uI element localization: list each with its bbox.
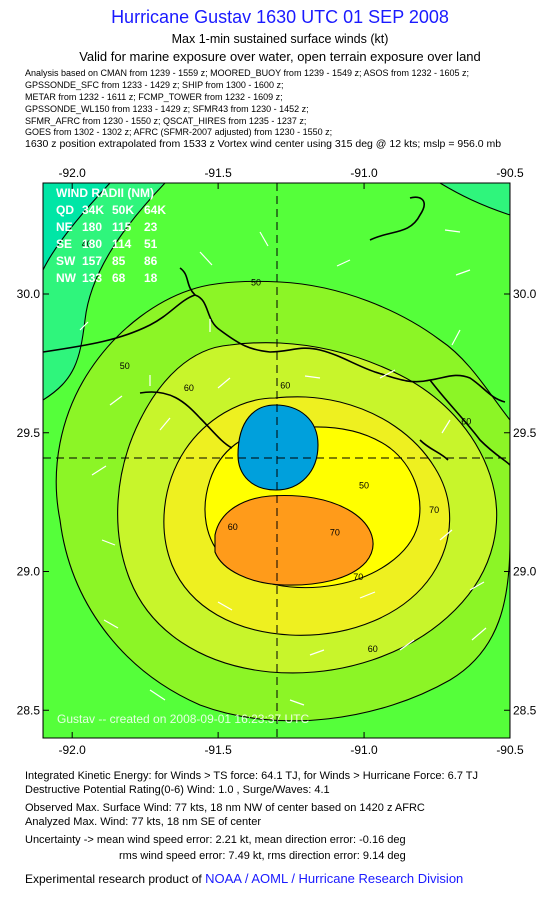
contour-label: 50	[251, 278, 261, 288]
analyzed-max-line: Analyzed Max. Wind: 77 kts, 18 nm SE of …	[25, 816, 261, 828]
position-note: 1630 z position extrapolated from 1533 z…	[25, 138, 502, 150]
radii-title: WIND RADII (NM)	[56, 186, 154, 200]
validity-note: Valid for marine exposure over water, op…	[79, 49, 481, 64]
contour-label: 60	[184, 383, 194, 393]
radii-cell: NE	[56, 220, 73, 234]
contour-label: 50	[520, 300, 530, 310]
radii-cell: 180	[82, 220, 102, 234]
x-tick-label-bottom: -91.0	[350, 743, 378, 757]
x-tick-label-top: -91.0	[350, 166, 378, 180]
y-tick-label-left: 29.5	[17, 426, 41, 440]
radii-cell: 85	[112, 254, 126, 268]
dpr-line: Destructive Potential Rating(0-6) Wind: …	[25, 784, 330, 796]
y-tick-label-left: 28.5	[17, 703, 41, 717]
radii-column-header: QD	[56, 203, 74, 217]
contour-label: 60	[461, 416, 471, 426]
contour-label: 70	[330, 527, 340, 537]
coastline	[43, 196, 510, 466]
contour-label: 50	[120, 361, 130, 371]
source-line: GPSSONDE_SFC from 1233 - 1429 z; SHIP fr…	[25, 80, 284, 90]
x-tick-label-bottom: -90.5	[496, 743, 524, 757]
y-tick-label-right: 29.0	[513, 565, 537, 579]
wind-vectors	[79, 229, 487, 706]
radii-cell: NW	[56, 271, 77, 285]
x-tick-label-top: -91.5	[204, 166, 232, 180]
x-tick-label-top: -90.5	[496, 166, 524, 180]
product-org-link[interactable]: NOAA / AOML / Hurricane Research Divisio…	[205, 871, 464, 886]
rms-line: rms wind speed error: 7.49 kt, rms direc…	[119, 850, 406, 862]
radii-cell: 18	[144, 271, 158, 285]
y-tick-label-left: 30.0	[17, 287, 41, 301]
radii-cell: 68	[112, 271, 126, 285]
chart-subtitle: Max 1-min sustained surface winds (kt)	[171, 32, 389, 46]
contour-label: 50	[359, 480, 369, 490]
y-tick-label-right: 30.0	[513, 287, 537, 301]
radii-column-header: 64K	[144, 203, 166, 217]
radii-column-header: 50K	[112, 203, 134, 217]
source-line: Analysis based on CMAN from 1239 - 1559 …	[25, 68, 470, 78]
radii-cell: 133	[82, 271, 102, 285]
radii-cell: 180	[82, 237, 102, 251]
ike-line: Integrated Kinetic Energy: for Winds > T…	[25, 770, 479, 782]
x-tick-label-bottom: -92.0	[59, 743, 87, 757]
wind-radii-table: WIND RADII (NM) QD 34K 50K 64K NE 180 115 23 SE 18…	[56, 186, 166, 285]
source-line: GOES from 1302 - 1302 z; AFRC (SFMR-2007…	[25, 127, 333, 137]
radii-cell: 114	[112, 237, 132, 251]
y-tick-label-left: 29.0	[17, 565, 41, 579]
chart-title: Hurricane Gustav 1630 UTC 01 SEP 2008	[111, 7, 449, 27]
y-tick-label-right: 29.5	[513, 426, 537, 440]
contour-label: 70	[429, 505, 439, 515]
contour-label: 60	[228, 522, 238, 532]
radii-cell: 115	[112, 220, 132, 234]
contour-label: 60	[280, 380, 290, 390]
radii-column-header: 34K	[82, 203, 104, 217]
x-tick-label-bottom: -91.5	[204, 743, 232, 757]
uncertainty-line: Uncertainty -> mean wind speed error: 2.…	[25, 834, 406, 846]
contour-label: 70	[353, 572, 363, 582]
credit-label: Gustav -- created on 2008-09-01 16:23:37…	[57, 712, 309, 726]
radii-cell: SE	[56, 237, 72, 251]
x-tick-label-top: -92.0	[59, 166, 87, 180]
radii-cell: 157	[82, 254, 102, 268]
product-credit: Experimental research product of NOAA / …	[25, 871, 463, 886]
axis-ticks: -92.0 -92.0 -91.5 -91.5 -91.0 -91.0 -90.5 -90.5…	[17, 166, 537, 757]
source-line: GPSSONDE_WL150 from 1233 - 1429 z; SFMR4…	[25, 104, 309, 114]
radii-cell: 86	[144, 254, 158, 268]
source-line: METAR from 1232 - 1611 z; FCMP_TOWER fro…	[25, 92, 283, 102]
contour-label: 60	[368, 644, 378, 654]
radii-cell: 23	[144, 220, 158, 234]
source-line: SFMR_AFRC from 1230 - 1550 z; QSCAT_HIRE…	[25, 116, 307, 126]
wind-field-chart: 40 50 50 50 50 60 60 60 60 60 70 70 70 WIND RADII (N…	[17, 166, 537, 757]
y-tick-label-right: 28.5	[513, 703, 537, 717]
product-prefix: Experimental research product of	[25, 872, 202, 886]
wind-field-map: 40 50 50 50 50 60 60 60 60 60 70 70 70 WIND RADII (N…	[43, 183, 530, 738]
radii-cell: SW	[56, 254, 76, 268]
observed-max-line: Observed Max. Surface Wind: 77 kts, 18 n…	[25, 802, 425, 814]
contour-label: 40	[82, 239, 92, 249]
radii-cell: 51	[144, 237, 158, 251]
contour-labels: 40 50 50 50 50 60 60 60 60 60 70 70 70	[82, 239, 530, 654]
